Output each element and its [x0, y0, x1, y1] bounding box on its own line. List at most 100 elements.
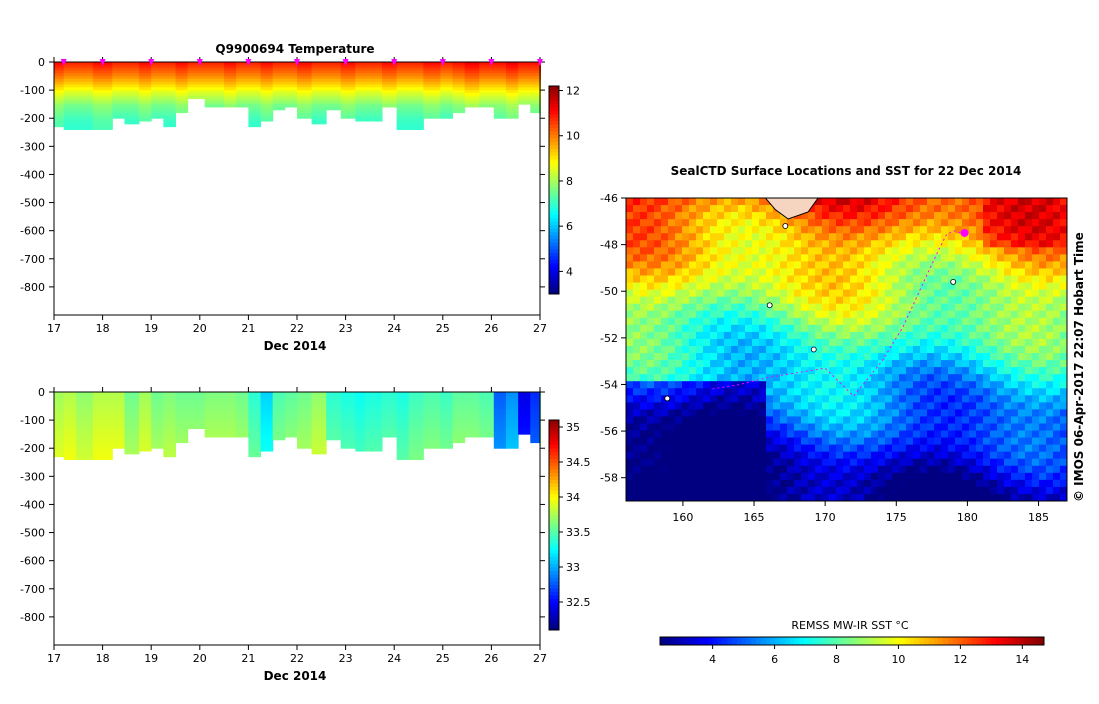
section-cell [530, 62, 541, 66]
section-cell [326, 436, 342, 441]
sst-cell [913, 282, 921, 291]
section-cell [284, 104, 298, 108]
sst-cell [1032, 282, 1040, 291]
sst-cell [934, 402, 942, 410]
section-cell [505, 408, 519, 413]
colorbar-step [549, 89, 559, 94]
sst-cell [780, 296, 788, 305]
sst-cell [780, 268, 788, 277]
section-cell [54, 92, 65, 97]
sst-cell [794, 437, 802, 446]
sst-cell [710, 451, 718, 460]
sst-cell [724, 233, 732, 241]
colorbar-step [549, 255, 559, 260]
section-cell [440, 420, 454, 424]
section-cell [260, 81, 274, 85]
section-cell [479, 403, 495, 407]
sst-cell [990, 226, 998, 234]
sst-cell [815, 282, 823, 291]
sst-cell [1011, 205, 1019, 213]
sst-cell [892, 226, 900, 234]
sst-cell [1032, 205, 1040, 213]
sst-cell [780, 226, 788, 234]
sst-cell [668, 395, 676, 403]
x-tick-label: 20 [193, 322, 207, 335]
sst-cell [899, 395, 907, 403]
section-cell [452, 406, 466, 410]
section-cell [284, 92, 298, 97]
sst-cell [822, 486, 830, 495]
sst-cell [885, 437, 893, 446]
section-cell [493, 109, 507, 114]
section-cell [493, 115, 507, 119]
section-cell [382, 420, 398, 424]
section-cell [187, 92, 206, 97]
colorbar-step [549, 577, 559, 582]
section-cell [63, 442, 77, 446]
section-cell [75, 406, 94, 410]
section-cell [54, 98, 65, 102]
sst-cell [766, 381, 774, 389]
sst-cell [934, 451, 942, 460]
sst-cell [1025, 282, 1033, 291]
sst-cell [892, 198, 900, 206]
section-cell [479, 411, 495, 415]
sst-cell [899, 458, 907, 467]
section-cell [124, 425, 140, 430]
sst-cell [927, 268, 935, 277]
x-tick-label: 19 [144, 322, 158, 335]
sst-cell [640, 465, 648, 474]
sst-cell [955, 282, 963, 291]
sst-cell [934, 430, 942, 439]
sst-cell [822, 240, 830, 248]
sst-cell [1025, 430, 1033, 439]
section-cell [297, 112, 313, 116]
sst-cell [1060, 303, 1067, 312]
section-cell [272, 78, 286, 83]
sst-cell [983, 395, 991, 403]
sst-cell [1018, 444, 1026, 453]
sst-cell [633, 430, 641, 439]
sst-cell [675, 296, 683, 305]
section-cell [163, 70, 176, 74]
section-cell [272, 414, 286, 418]
section-cell [204, 422, 225, 427]
section-cell [187, 67, 206, 71]
sst-cell [738, 444, 746, 453]
section-cell [236, 78, 249, 83]
sst-cell [983, 458, 991, 467]
section-cell [236, 434, 249, 438]
sst-cell [878, 353, 886, 361]
sst-cell [857, 289, 865, 298]
section-cell [355, 73, 366, 77]
sst-cell [843, 296, 851, 305]
sst-cell [780, 310, 788, 319]
section-cell [355, 112, 366, 116]
colorbar-step [693, 637, 699, 645]
sst-cell [955, 296, 963, 305]
sst-cell [899, 486, 907, 495]
sst-cell [682, 317, 690, 326]
sst-cell [731, 423, 739, 432]
sst-cell [654, 240, 662, 248]
sst-cell [969, 416, 977, 425]
section-cell [124, 397, 140, 401]
sst-cell [941, 289, 949, 298]
sst-cell [787, 324, 795, 333]
sst-cell [759, 458, 767, 467]
sst-cell [920, 226, 928, 234]
sst-cell [927, 219, 935, 227]
sst-cell [752, 472, 760, 481]
sst-cell [731, 472, 739, 481]
sst-cell [794, 338, 802, 347]
section-cell [396, 394, 410, 399]
sst-cell [1053, 296, 1061, 305]
sst-cell [1039, 282, 1047, 291]
sst-cell [962, 219, 970, 227]
sst-cell [941, 409, 949, 418]
sst-cell [661, 465, 669, 474]
section-cell [175, 84, 189, 88]
sst-cell [640, 303, 648, 312]
salinity-xlabel: Dec 2014 [264, 669, 327, 683]
section-cell [236, 73, 249, 77]
